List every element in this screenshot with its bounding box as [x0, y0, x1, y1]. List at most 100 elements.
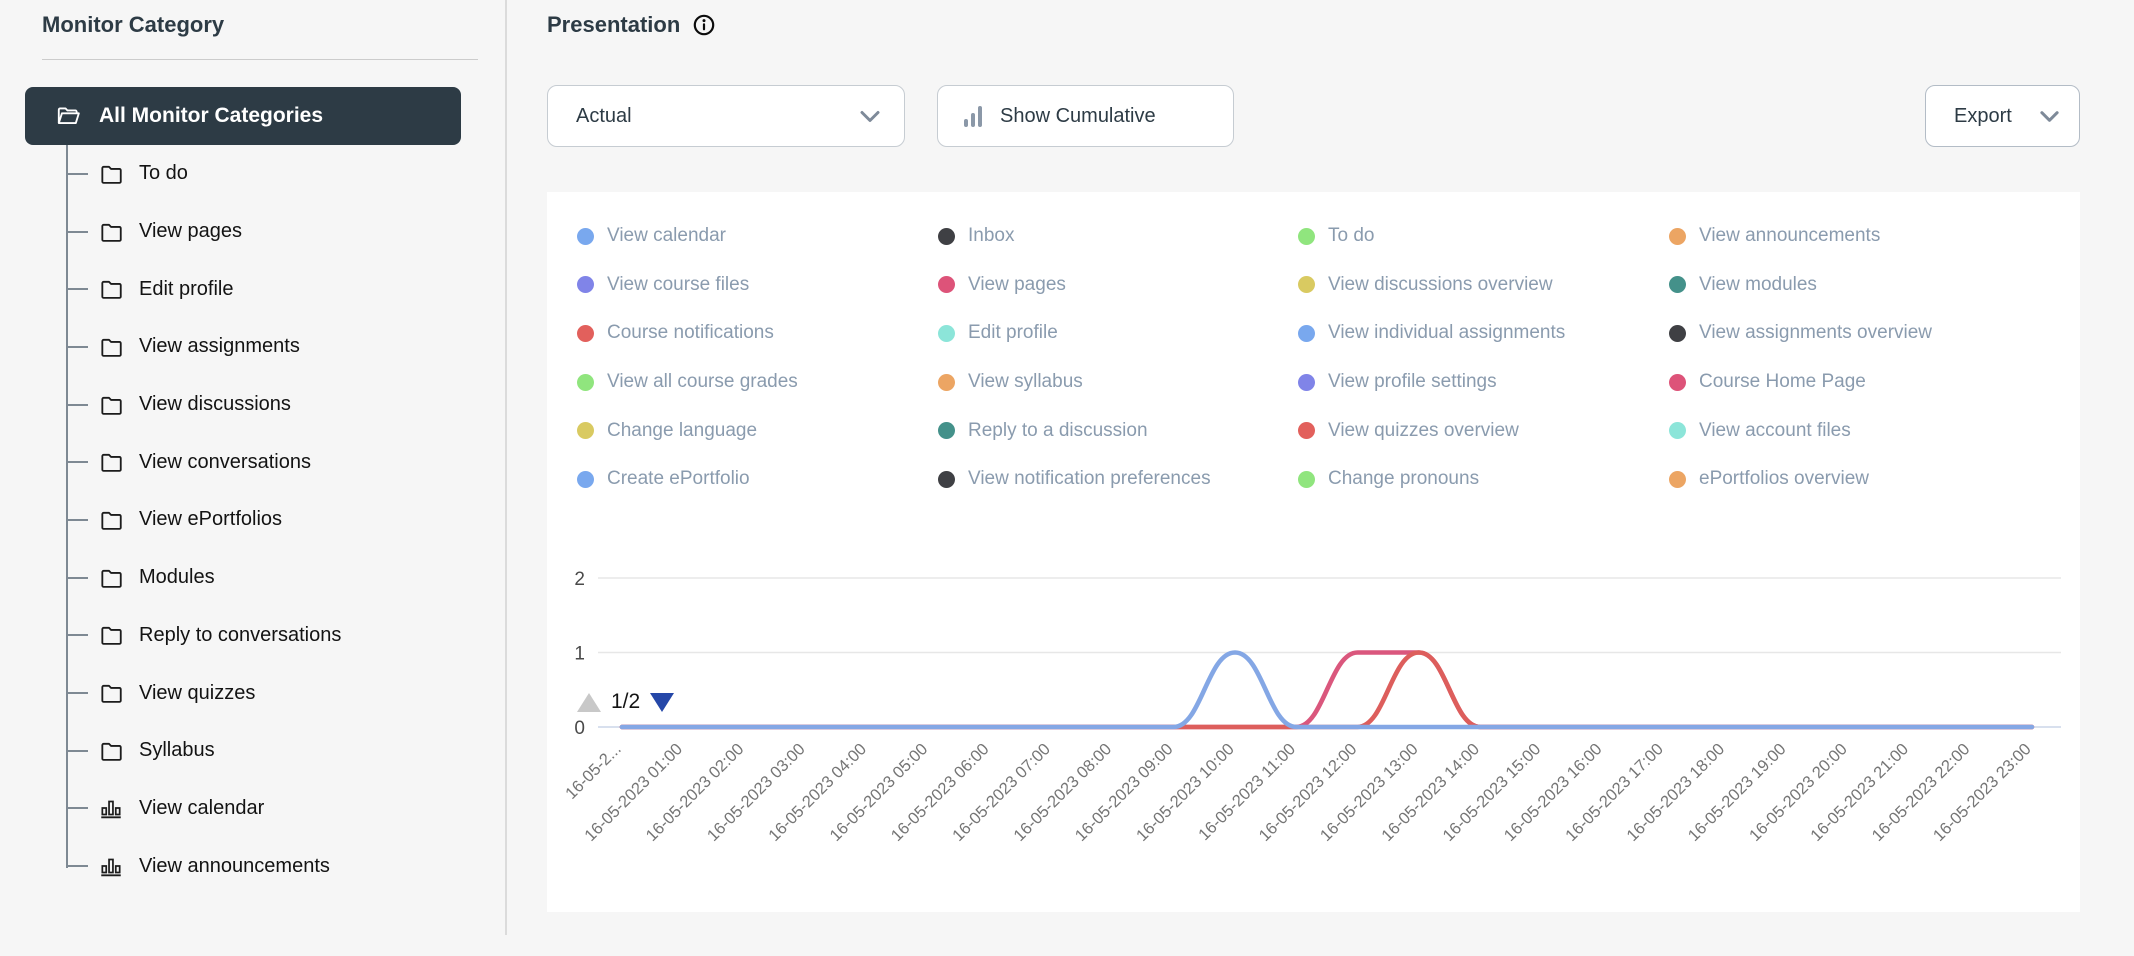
- legend-item-view-individual-assignments[interactable]: View individual assignments: [1298, 309, 1669, 358]
- legend-dot: [1669, 276, 1686, 294]
- pager-down-icon[interactable]: [650, 692, 675, 712]
- legend-dot: [938, 276, 955, 294]
- y-tick-label: 0: [574, 718, 585, 739]
- legend-item-view-discussions-overview[interactable]: View discussions overview: [1298, 261, 1669, 310]
- legend-item-view-all-course-grades[interactable]: View all course grades: [577, 358, 938, 407]
- tree-connector: [66, 749, 88, 752]
- page-title: Presentation: [547, 12, 716, 38]
- legend-dot: [938, 324, 955, 342]
- legend-item-view-account-files[interactable]: View account files: [1669, 406, 2029, 455]
- pager-up-icon[interactable]: [577, 692, 601, 712]
- sidebar-item-edit-profile[interactable]: Edit profile: [0, 260, 505, 318]
- folder-icon: [98, 738, 124, 764]
- legend-item-change-language[interactable]: Change language: [577, 406, 938, 455]
- sidebar-item-view-conversations[interactable]: View conversations: [0, 433, 505, 491]
- sidebar-item-label: View pages: [139, 220, 243, 243]
- layout-divider: [505, 0, 507, 935]
- folder-icon: [98, 507, 124, 533]
- folder-icon: [98, 449, 124, 475]
- legend-item-reply-to-a-discussion[interactable]: Reply to a discussion: [938, 406, 1298, 455]
- folder-icon: [98, 392, 124, 418]
- sidebar-title: Monitor Category: [42, 12, 225, 37]
- legend-item-label: View pages: [968, 273, 1066, 295]
- sidebar-item-to-do[interactable]: To do: [0, 145, 505, 203]
- sidebar-item-label: View quizzes: [139, 681, 256, 704]
- legend-item-label: Inbox: [968, 225, 1015, 247]
- legend-dot: [1669, 324, 1686, 342]
- sidebar-item-view-pages[interactable]: View pages: [0, 203, 505, 261]
- series-view-pages: [619, 650, 2035, 730]
- sidebar-item-view-quizzes[interactable]: View quizzes: [0, 664, 505, 722]
- legend-item-label: View calendar: [607, 225, 727, 247]
- legend-item-view-announcements[interactable]: View announcements: [1669, 212, 2029, 261]
- legend-item-label: View syllabus: [968, 371, 1083, 393]
- x-tick-label: 16-05-2...: [562, 740, 625, 803]
- sidebar-item-modules[interactable]: Modules: [0, 549, 505, 607]
- sidebar-item-syllabus[interactable]: Syllabus: [0, 722, 505, 780]
- legend-dot: [577, 422, 594, 440]
- legend-item-to-do[interactable]: To do: [1298, 212, 1669, 261]
- legend-item-label: Create ePortfolio: [607, 468, 750, 490]
- legend-dot: [938, 373, 955, 391]
- sidebar-item-view-eportfolios[interactable]: View ePortfolios: [0, 491, 505, 549]
- legend-item-label: Change language: [607, 419, 758, 441]
- sidebar-item-label: View calendar: [139, 796, 265, 819]
- legend-item-label: Reply to a discussion: [968, 419, 1148, 441]
- show-cumulative-label: Show Cumulative: [1000, 104, 1156, 127]
- folder-icon: [98, 219, 124, 245]
- legend-item-label: ePortfolios overview: [1699, 468, 1870, 490]
- sidebar-item-view-announcements[interactable]: View announcements: [0, 837, 505, 895]
- legend-item-course-notifications[interactable]: Course notifications: [577, 309, 938, 358]
- folder-icon: [98, 680, 124, 706]
- presentation-select[interactable]: Actual: [547, 85, 905, 147]
- legend-dot: [1669, 227, 1686, 245]
- legend-item-view-course-files[interactable]: View course files: [577, 261, 938, 310]
- sidebar-item-label: All Monitor Categories: [99, 104, 324, 127]
- legend-item-view-pages[interactable]: View pages: [938, 261, 1298, 310]
- legend-item-eportfolios-overview[interactable]: ePortfolios overview: [1669, 455, 2029, 504]
- legend-dot: [577, 227, 594, 245]
- pager-label: 1/2: [611, 690, 641, 713]
- legend-item-view-profile-settings[interactable]: View profile settings: [1298, 358, 1669, 407]
- legend-item-view-modules[interactable]: View modules: [1669, 261, 2029, 310]
- sidebar-item-view-assignments[interactable]: View assignments: [0, 318, 505, 376]
- show-cumulative-button[interactable]: Show Cumulative: [937, 85, 1234, 147]
- legend-item-label: Change pronouns: [1328, 468, 1480, 490]
- tree-connector: [66, 865, 88, 868]
- legend-item-label: View announcements: [1699, 225, 1881, 247]
- presentation-select-value: Actual: [576, 104, 632, 127]
- legend-item-course-home-page[interactable]: Course Home Page: [1669, 358, 2029, 407]
- sidebar-item-label: View conversations: [139, 450, 311, 473]
- legend-item-label: Course notifications: [607, 322, 774, 344]
- legend-column: View calendar View course files Course not…: [577, 212, 938, 504]
- legend-dot: [577, 276, 594, 294]
- sidebar-item-reply-to-conversations[interactable]: Reply to conversations: [0, 607, 505, 665]
- legend-dot: [1298, 227, 1315, 245]
- legend-item-view-quizzes-overview[interactable]: View quizzes overview: [1298, 406, 1669, 455]
- legend-item-label: View individual assignments: [1328, 322, 1566, 344]
- legend-item-view-syllabus[interactable]: View syllabus: [938, 358, 1298, 407]
- sidebar-item-view-calendar[interactable]: View calendar: [0, 780, 505, 838]
- sidebar-item-label: View announcements: [139, 854, 330, 877]
- info-icon[interactable]: [692, 13, 716, 37]
- sidebar-item-all-monitor-categories[interactable]: All Monitor Categories: [25, 87, 461, 145]
- legend-item-label: View discussions overview: [1328, 273, 1553, 295]
- legend-item-view-calendar[interactable]: View calendar: [577, 212, 938, 261]
- legend-item-label: View account files: [1699, 419, 1851, 441]
- legend-item-change-pronouns[interactable]: Change pronouns: [1298, 455, 1669, 504]
- folder-icon: [98, 334, 124, 360]
- bar-chart-icon: [98, 795, 124, 821]
- tree-connector: [66, 518, 88, 521]
- legend-item-view-notification-preferences[interactable]: View notification preferences: [938, 455, 1298, 504]
- legend-item-inbox[interactable]: Inbox: [938, 212, 1298, 261]
- legend-item-create-eportfolio[interactable]: Create ePortfolio: [577, 455, 938, 504]
- legend-dot: [577, 324, 594, 342]
- sidebar-item-view-discussions[interactable]: View discussions: [0, 376, 505, 434]
- legend-item-edit-profile[interactable]: Edit profile: [938, 309, 1298, 358]
- export-button[interactable]: Export: [1925, 85, 2080, 147]
- series-view-calendar: [619, 650, 2035, 730]
- legend-dot: [1298, 276, 1315, 294]
- legend-item-view-assignments-overview[interactable]: View assignments overview: [1669, 309, 2029, 358]
- legend-dot: [1298, 324, 1315, 342]
